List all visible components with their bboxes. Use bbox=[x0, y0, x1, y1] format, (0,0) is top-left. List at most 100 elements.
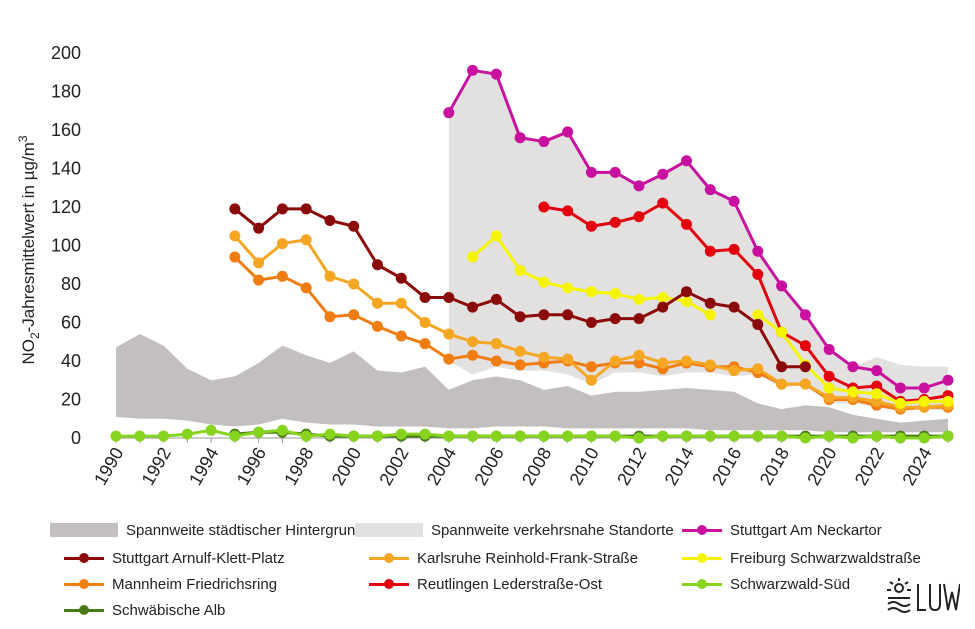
data-point bbox=[657, 291, 669, 303]
x-tick-label: 1994 bbox=[185, 444, 222, 489]
data-point bbox=[799, 378, 811, 390]
data-point bbox=[657, 301, 669, 313]
data-point bbox=[942, 395, 954, 407]
legend-item: Spannweite verkehrsnahe Standorte bbox=[355, 519, 674, 541]
x-tick-label: 2014 bbox=[661, 444, 698, 489]
data-point bbox=[585, 317, 597, 328]
data-point bbox=[562, 309, 574, 321]
data-point bbox=[134, 430, 146, 442]
data-point bbox=[609, 166, 621, 178]
data-point bbox=[752, 245, 764, 257]
x-tick-label: 2006 bbox=[470, 444, 507, 489]
x-tick-label: 2012 bbox=[613, 444, 650, 489]
data-point bbox=[918, 382, 930, 394]
data-point bbox=[348, 220, 360, 232]
data-point bbox=[490, 355, 502, 367]
data-point bbox=[942, 430, 954, 442]
data-point bbox=[609, 216, 621, 228]
data-point bbox=[300, 430, 312, 442]
y-tick-label: 120 bbox=[51, 197, 81, 217]
legend-line-swatch bbox=[64, 551, 104, 565]
data-point bbox=[609, 430, 621, 442]
data-point bbox=[823, 343, 835, 355]
data-point bbox=[514, 265, 526, 277]
data-point bbox=[609, 288, 621, 300]
data-point bbox=[633, 349, 645, 361]
legend-label: Spannweite verkehrsnahe Standorte bbox=[431, 521, 674, 539]
legend-area-swatch bbox=[50, 523, 118, 537]
data-point bbox=[752, 268, 764, 280]
data-point bbox=[514, 430, 526, 442]
data-point bbox=[871, 388, 883, 400]
legend-line-swatch bbox=[369, 577, 409, 591]
x-tick-label: 2010 bbox=[566, 444, 603, 489]
legend-marker bbox=[384, 553, 394, 563]
data-point bbox=[799, 340, 811, 352]
data-point bbox=[324, 270, 336, 282]
data-point bbox=[490, 338, 502, 350]
data-point bbox=[467, 301, 479, 313]
data-point bbox=[158, 430, 170, 442]
data-point bbox=[918, 395, 930, 407]
data-point bbox=[443, 328, 455, 340]
data-point bbox=[585, 286, 597, 298]
legend-line-swatch bbox=[64, 603, 104, 617]
y-tick-label: 40 bbox=[61, 351, 81, 371]
data-point bbox=[776, 361, 788, 373]
y-tick-label: 20 bbox=[61, 390, 81, 410]
data-point bbox=[704, 297, 716, 309]
series-lines bbox=[110, 64, 954, 444]
data-point bbox=[681, 218, 693, 230]
data-point bbox=[276, 424, 288, 436]
legend-line-swatch bbox=[682, 577, 722, 591]
data-point bbox=[562, 205, 574, 217]
data-point bbox=[657, 357, 669, 369]
data-point bbox=[871, 430, 883, 442]
data-point bbox=[419, 317, 431, 328]
x-tick-label: 1996 bbox=[233, 444, 270, 489]
data-point bbox=[300, 203, 312, 215]
y-tick-label: 0 bbox=[71, 428, 81, 448]
data-point bbox=[823, 392, 835, 404]
data-point bbox=[823, 370, 835, 382]
data-point bbox=[681, 286, 693, 298]
legend-marker bbox=[384, 579, 394, 589]
data-point bbox=[443, 291, 455, 303]
data-point bbox=[348, 309, 360, 321]
data-point bbox=[538, 430, 550, 442]
data-point bbox=[324, 311, 336, 323]
y-tick-label: 200 bbox=[51, 43, 81, 63]
legend-label: Reutlingen Lederstraße-Ost bbox=[417, 575, 603, 593]
legend-marker bbox=[79, 553, 89, 563]
legend-line-swatch bbox=[64, 577, 104, 591]
legend-label: Karlsruhe Reinhold-Frank-Straße bbox=[417, 549, 638, 567]
data-point bbox=[229, 203, 241, 215]
data-point bbox=[300, 282, 312, 294]
legend-marker bbox=[79, 579, 89, 589]
x-tick-label: 2018 bbox=[756, 444, 793, 489]
legend-item: Reutlingen Lederstraße-Ost bbox=[355, 573, 602, 595]
data-point bbox=[514, 345, 526, 357]
legend-line-swatch bbox=[369, 551, 409, 565]
data-point bbox=[704, 184, 716, 196]
data-point bbox=[585, 166, 597, 178]
data-point bbox=[942, 374, 954, 386]
data-point bbox=[847, 361, 859, 373]
legend-label: Stuttgart Arnulf-Klett-Platz bbox=[112, 549, 285, 567]
data-point bbox=[253, 274, 265, 286]
data-point bbox=[657, 430, 669, 442]
legend-item: Spannweite städtischer Hintergrund bbox=[50, 519, 364, 541]
legend-item: Mannheim Friedrichsring bbox=[50, 573, 277, 595]
data-point bbox=[633, 432, 645, 444]
x-tick-label: 1990 bbox=[90, 444, 127, 489]
data-point bbox=[181, 428, 193, 440]
x-tick-label: 2008 bbox=[518, 444, 555, 489]
data-point bbox=[847, 386, 859, 398]
data-point bbox=[371, 259, 383, 271]
data-point bbox=[467, 349, 479, 361]
x-tick-label: 2020 bbox=[803, 444, 840, 489]
data-point bbox=[776, 326, 788, 338]
series-stuttgart-am-neckartor bbox=[443, 64, 954, 394]
data-point bbox=[799, 432, 811, 444]
data-point bbox=[443, 107, 455, 119]
